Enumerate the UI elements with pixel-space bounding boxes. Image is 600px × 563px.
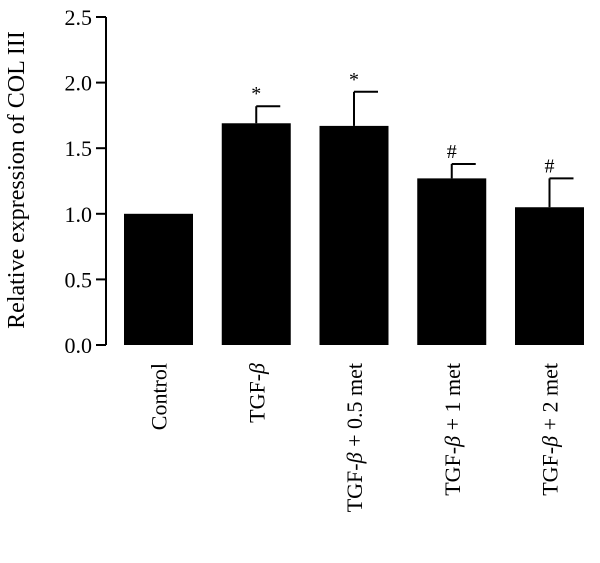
category-label-suffix: + 2 met [538,363,563,436]
bar [124,213,193,345]
category-label-suffix: + 0.5 met [342,363,367,452]
bars: * * # # [124,69,584,346]
category-label-text: TGF- [538,447,563,496]
category-label-text: TGF- [342,463,367,512]
significance-marker: * [349,69,359,91]
category-label-greek: β [244,363,269,375]
category-label-greek: β [342,452,367,464]
category-label: TGF-β + 2 met [538,363,563,496]
bar [515,207,584,345]
bar [319,125,389,346]
y-tick-label: 2.5 [65,5,93,30]
category-label-suffix: + 1 met [440,363,465,436]
category-label: Control [147,363,172,430]
category-label: TGF-β [244,363,269,423]
category-label-text: Control [147,363,172,430]
bar [221,123,291,345]
y-tick-label: 1.0 [65,202,93,227]
y-tick-label: 2.0 [65,71,93,96]
category-label: TGF-β + 1 met [440,363,465,496]
category-label-greek: β [538,436,563,448]
y-tick-label: 0.5 [65,267,93,292]
category-label-greek: β [440,436,465,448]
category-label-text: TGF- [440,447,465,496]
bar [417,178,487,345]
y-ticks: 0.0 0.5 1.0 1.5 2.0 2.5 [65,5,106,358]
y-tick-label: 1.5 [65,136,93,161]
significance-marker: # [447,141,457,163]
y-axis-label: Relative expression of COL III [4,31,30,329]
y-tick-label: 0.0 [65,333,93,358]
significance-marker: # [545,155,555,177]
significance-marker: * [251,83,261,105]
category-label-text: TGF- [244,374,269,423]
category-label: TGF-β + 0.5 met [342,363,367,512]
